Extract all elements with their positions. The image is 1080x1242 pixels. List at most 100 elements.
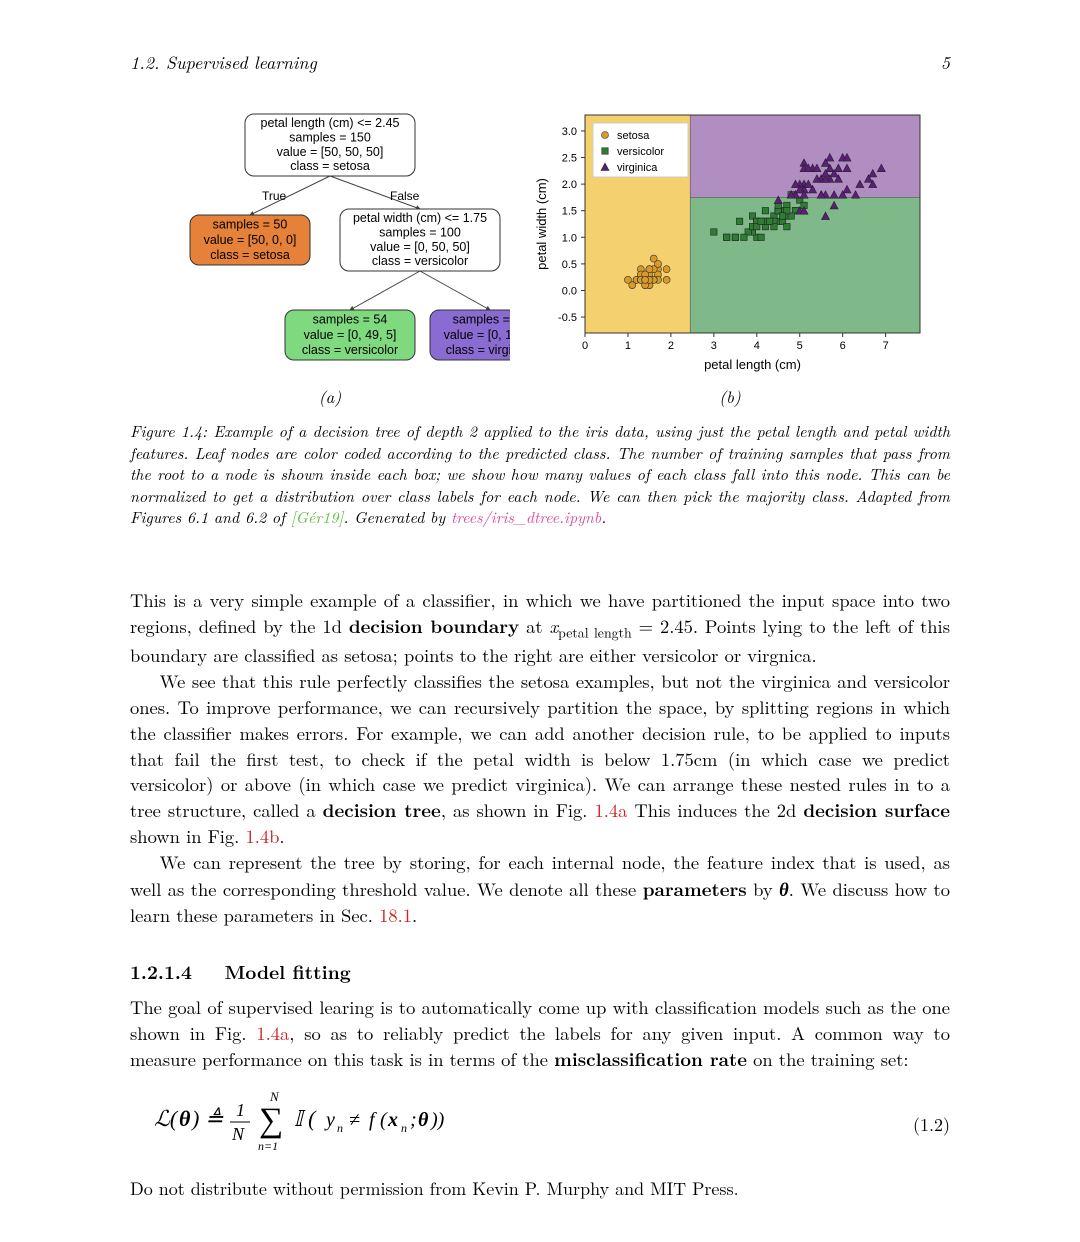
term-decision-surface: decision surface [803, 797, 950, 823]
tree-node-l2: samples = 54value = [0, 49, 5]class = ve… [285, 310, 415, 360]
svg-text:2: 2 [668, 340, 674, 352]
svg-text:θ: θ [179, 1106, 191, 1131]
math-x: x [550, 613, 559, 639]
figure-1-4: TrueFalsepetal length (cm) <= 2.45sample… [130, 105, 950, 408]
svg-text:n=1: n=1 [258, 1139, 278, 1153]
svg-text:7: 7 [883, 340, 889, 352]
figref-1-4a[interactable]: 1.4a [594, 797, 627, 823]
caption-end: . [601, 505, 606, 528]
section-number: 1.2.1.4 [130, 957, 192, 985]
paragraph-2: We see that this rule perfectly classifi… [130, 669, 950, 850]
svg-text:2.5: 2.5 [562, 153, 577, 165]
tree-node-r2: samples = 46value = [0, 1, 45]class = vi… [430, 310, 510, 360]
svg-text:True: True [262, 189, 287, 203]
svg-text:x: x [387, 1109, 398, 1131]
svg-text:samples = 100: samples = 100 [379, 225, 461, 239]
header-page-number: 5 [941, 50, 950, 75]
equation-body: ℒ( θ ) ≜ 1 N N ∑ n=1 𝕀 ( y n ≠ f ( x n [154, 1086, 494, 1162]
term-decision-boundary: decision boundary [349, 613, 519, 639]
svg-text:class = setosa: class = setosa [290, 159, 370, 173]
svg-text:N: N [231, 1124, 245, 1144]
decision-tree-diagram: TrueFalsepetal length (cm) <= 2.45sample… [150, 105, 510, 375]
svg-text:4: 4 [754, 340, 760, 352]
svg-text:y: y [324, 1109, 335, 1131]
figref-1-4b[interactable]: 1.4b [245, 823, 279, 849]
svg-text:class = setosa: class = setosa [210, 248, 290, 262]
svg-text:versicolor: versicolor [617, 146, 664, 158]
svg-text:n: n [337, 1121, 343, 1135]
equation-1-2: ℒ( θ ) ≜ 1 N N ∑ n=1 𝕀 ( y n ≠ f ( x n [154, 1086, 950, 1162]
math-x-subscript: petal length [558, 623, 632, 643]
equation-number: (1.2) [913, 1112, 950, 1137]
svg-text:class = versicolor: class = versicolor [372, 254, 468, 268]
svg-text:virginica: virginica [617, 162, 658, 174]
section-title: Model fitting [225, 957, 351, 985]
svg-text:n: n [401, 1121, 407, 1135]
figref-1-4a-b[interactable]: 1.4a [256, 1020, 289, 1046]
svg-text:0: 0 [582, 340, 588, 352]
tree-node-root: petal length (cm) <= 2.45samples = 150va… [245, 114, 415, 176]
svg-text:class = virginica: class = virginica [446, 343, 510, 357]
body-text: This is a very simple example of a class… [130, 588, 950, 929]
svg-text:value = [50, 50, 50]: value = [50, 50, 50] [277, 145, 384, 159]
svg-text:ℒ(: ℒ( [154, 1106, 179, 1131]
svg-text:value = [50, 0, 0]: value = [50, 0, 0] [204, 233, 297, 247]
svg-text:5: 5 [797, 340, 803, 352]
svg-text:3: 3 [711, 340, 717, 352]
svg-text:setosa: setosa [617, 130, 650, 142]
figure-panel-a: TrueFalsepetal length (cm) <= 2.45sample… [150, 105, 510, 408]
header-section: 1.2. Supervised learning [130, 50, 317, 75]
svg-text:samples = 150: samples = 150 [289, 130, 371, 144]
svg-text:value = [0, 49, 5]: value = [0, 49, 5] [304, 328, 397, 342]
svg-text:1: 1 [236, 1100, 245, 1120]
svg-text:6: 6 [840, 340, 846, 352]
svg-text:-0.5: -0.5 [558, 312, 577, 324]
svg-text:petal length (cm): petal length (cm) [704, 357, 801, 372]
svg-text:False: False [390, 189, 420, 203]
svg-text:samples = 50: samples = 50 [213, 218, 288, 232]
svg-text:samples = 46: samples = 46 [453, 313, 510, 327]
svg-text:(: ( [380, 1109, 388, 1131]
tree-node-r1: petal width (cm) <= 1.75samples = 100val… [340, 209, 500, 271]
paragraph-4: The goal of supervised learing is to aut… [130, 995, 950, 1073]
caption-mid: . Generated by [343, 505, 450, 528]
svg-text:) ≜: ) ≜ [190, 1106, 224, 1131]
svg-text:𝕀 (: 𝕀 ( [294, 1106, 317, 1131]
svg-text:≠: ≠ [349, 1109, 360, 1131]
svg-text:samples = 54: samples = 54 [313, 313, 388, 327]
svg-text:petal width (cm) <= 1.75: petal width (cm) <= 1.75 [353, 211, 487, 225]
figure-caption: Figure 1.4: Example of a decision tree o… [130, 420, 950, 528]
svg-text:θ: θ [418, 1109, 429, 1131]
svg-text:3.0: 3.0 [562, 126, 577, 138]
section-heading: 1.2.1.4 Model fitting [130, 957, 950, 985]
caption-prefix: Figure 1.4: [130, 419, 213, 442]
svg-text:1.5: 1.5 [562, 206, 577, 218]
paragraph-3: We can represent the tree by storing, fo… [130, 850, 950, 929]
svg-text:petal width (cm): petal width (cm) [534, 178, 549, 270]
svg-text:;: ; [410, 1109, 417, 1131]
panel-a-label: (a) [150, 384, 510, 408]
paragraph-1: This is a very simple example of a class… [130, 588, 950, 669]
caption-link-ger19[interactable]: [Gér19] [291, 505, 344, 528]
svg-text:class = versicolor: class = versicolor [302, 343, 398, 357]
theta-symbol: θ [779, 875, 789, 902]
figure-panel-b: 01234567-0.50.00.51.01.52.02.53.0petal l… [530, 105, 930, 408]
svg-text:∑: ∑ [259, 1102, 283, 1139]
svg-text:value = [0, 50, 50]: value = [0, 50, 50] [370, 240, 470, 254]
svg-text:1.0: 1.0 [562, 232, 577, 244]
secref-18-1[interactable]: 18.1 [379, 902, 412, 928]
term-misclassification-rate: misclassification rate [554, 1046, 747, 1072]
term-decision-tree: decision tree [323, 797, 441, 823]
svg-text:)): )) [430, 1109, 445, 1131]
svg-text:1: 1 [625, 340, 631, 352]
svg-text:value = [0, 1, 45]: value = [0, 1, 45] [444, 328, 510, 342]
caption-link-notebook[interactable]: trees/iris_dtree.ipynb [451, 505, 601, 528]
svg-text:f: f [369, 1109, 377, 1131]
footer-note: Do not distribute without permission fro… [130, 1176, 950, 1201]
svg-text:2.0: 2.0 [562, 179, 577, 191]
scatter-plot: 01234567-0.50.00.51.01.52.02.53.0petal l… [530, 105, 930, 375]
svg-text:petal length (cm) <= 2.45: petal length (cm) <= 2.45 [261, 116, 400, 130]
svg-text:0.5: 0.5 [562, 259, 577, 271]
panel-b-label: (b) [530, 384, 930, 408]
running-header: 1.2. Supervised learning 5 [130, 50, 950, 75]
